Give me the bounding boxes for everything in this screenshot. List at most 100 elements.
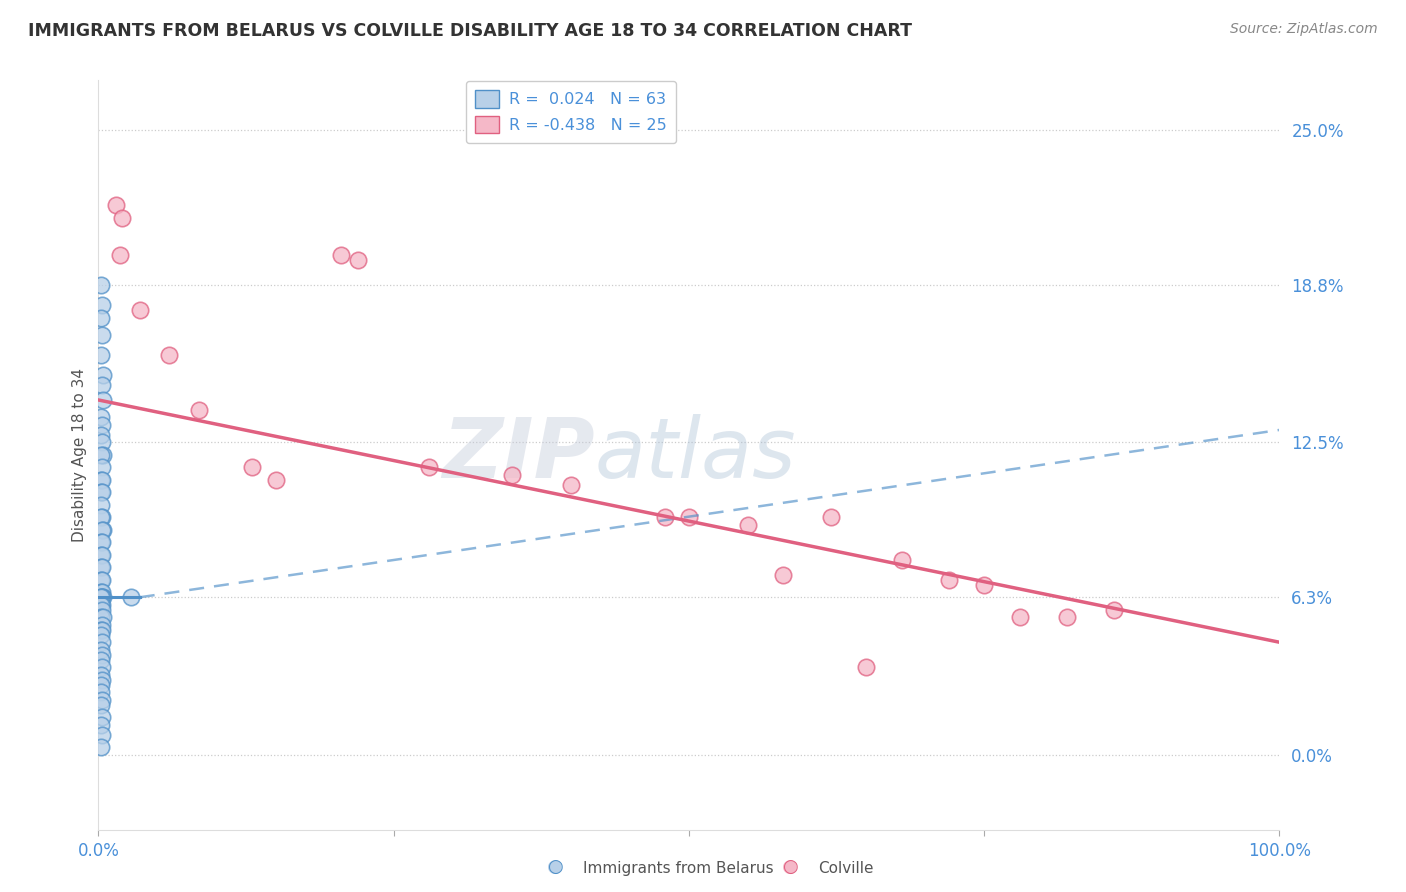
Point: [91, 610, 114, 624]
Point: [91, 710, 114, 724]
Point: [329, 248, 352, 262]
Point: [91, 591, 114, 605]
Point: [90, 310, 112, 325]
Point: [91, 623, 114, 637]
Point: [90, 548, 112, 562]
Point: [121, 591, 143, 605]
Point: [91, 448, 114, 462]
Point: [772, 567, 794, 582]
Point: [157, 348, 180, 362]
Point: [264, 473, 287, 487]
Point: [91, 328, 114, 343]
Point: [91, 692, 114, 706]
Point: [128, 303, 150, 318]
Text: ●: ●: [782, 858, 799, 876]
Point: [90, 598, 112, 612]
Point: [91, 598, 114, 612]
Point: [91, 728, 114, 742]
Text: ●: ●: [547, 858, 564, 876]
Point: [91, 392, 114, 407]
Point: [91, 298, 114, 312]
Point: [90, 448, 112, 462]
Point: [91, 660, 114, 674]
Point: [90, 535, 112, 549]
Point: [560, 478, 582, 492]
Point: [91, 560, 114, 574]
Point: [1056, 610, 1078, 624]
Point: [90, 560, 112, 574]
Point: [90, 698, 112, 712]
Point: [973, 578, 995, 592]
Point: [90, 585, 112, 599]
Point: [91, 548, 114, 562]
Point: [91, 573, 114, 587]
Point: [91, 510, 114, 524]
Point: [91, 417, 114, 432]
Point: [855, 660, 877, 674]
Point: [111, 211, 134, 225]
Point: [90, 678, 112, 692]
Point: [91, 635, 114, 649]
Legend: R =  0.024   N = 63, R = -0.438   N = 25: R = 0.024 N = 63, R = -0.438 N = 25: [465, 81, 676, 143]
Text: ○: ○: [547, 858, 564, 876]
Text: ZIP: ZIP: [441, 415, 595, 495]
Point: [1008, 610, 1031, 624]
Point: [91, 591, 114, 605]
Point: [820, 510, 842, 524]
Point: [737, 517, 759, 532]
Point: [90, 642, 112, 657]
Point: [91, 523, 114, 537]
Point: [91, 473, 114, 487]
Point: [90, 610, 112, 624]
Point: [90, 485, 112, 500]
Point: [90, 667, 112, 681]
Point: [654, 510, 676, 524]
Point: [90, 278, 112, 293]
Point: [90, 428, 112, 442]
Point: [91, 460, 114, 475]
Point: [90, 740, 112, 755]
Point: [501, 467, 523, 482]
Point: [1102, 603, 1125, 617]
Text: Colville: Colville: [818, 861, 873, 876]
Point: [91, 648, 114, 662]
Point: [91, 585, 114, 599]
Point: [90, 653, 112, 667]
Point: [90, 591, 112, 605]
Text: atlas: atlas: [595, 415, 796, 495]
Point: [91, 617, 114, 632]
Point: [418, 460, 440, 475]
Point: [90, 717, 112, 731]
Point: [678, 510, 700, 524]
Point: [108, 248, 131, 262]
Point: [90, 410, 112, 425]
Point: [938, 573, 960, 587]
Point: [890, 553, 912, 567]
Text: Source: ZipAtlas.com: Source: ZipAtlas.com: [1230, 22, 1378, 37]
Point: [91, 603, 114, 617]
Point: [90, 510, 112, 524]
Point: [91, 378, 114, 392]
Y-axis label: Disability Age 18 to 34: Disability Age 18 to 34: [72, 368, 87, 542]
Point: [187, 403, 209, 417]
Point: [90, 573, 112, 587]
Point: [91, 535, 114, 549]
Point: [90, 473, 112, 487]
Point: [91, 435, 114, 450]
Text: IMMIGRANTS FROM BELARUS VS COLVILLE DISABILITY AGE 18 TO 34 CORRELATION CHART: IMMIGRANTS FROM BELARUS VS COLVILLE DISA…: [28, 22, 912, 40]
Text: Immigrants from Belarus: Immigrants from Belarus: [583, 861, 775, 876]
Point: [90, 591, 112, 605]
Point: [90, 685, 112, 699]
Point: [91, 485, 114, 500]
Text: ○: ○: [782, 858, 799, 876]
Point: [347, 253, 370, 268]
Point: [105, 198, 128, 212]
Point: [91, 368, 114, 382]
Point: [90, 623, 112, 637]
Point: [90, 498, 112, 512]
Point: [90, 628, 112, 642]
Point: [91, 673, 114, 687]
Point: [90, 348, 112, 362]
Point: [240, 460, 263, 475]
Point: [91, 523, 114, 537]
